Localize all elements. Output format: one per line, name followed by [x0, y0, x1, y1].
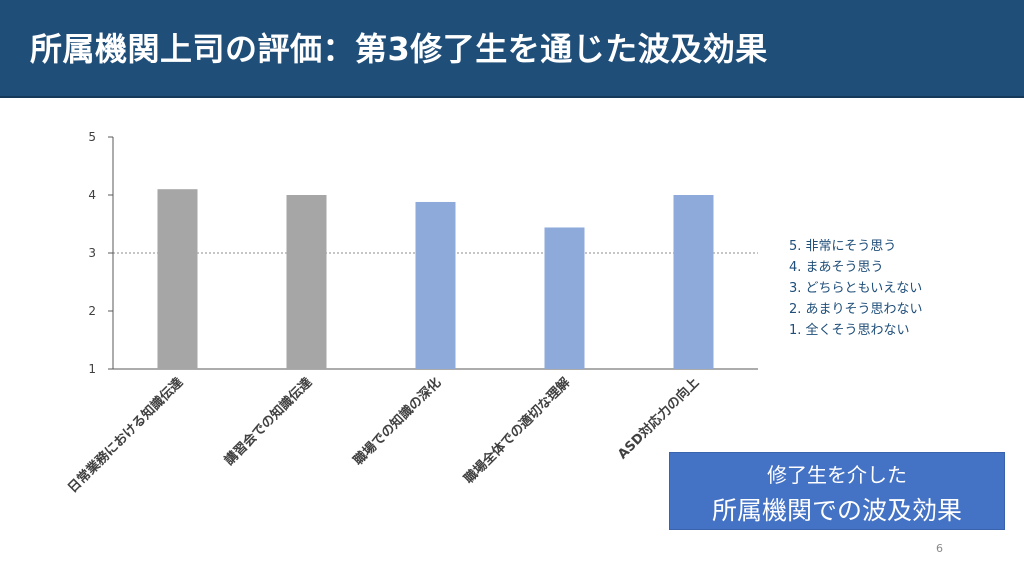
bar — [415, 201, 456, 369]
callout-subtitle: 修了生を介した — [767, 463, 907, 487]
bar — [286, 195, 327, 369]
x-category-label: 職場全体での適切な理解 — [461, 375, 573, 487]
rating-legend: 5. 非常にそう思う 4. まあそう思う 3. どちらともいえない 2. あまり… — [789, 236, 923, 341]
x-category-label: ASD対応力の向上 — [614, 375, 702, 463]
page-number: 6 — [936, 542, 943, 555]
y-tick-label: 2 — [88, 304, 96, 318]
summary-callout-box: 修了生を介した 所属機関での波及効果 — [669, 452, 1005, 530]
legend-item: 4. まあそう思う — [789, 260, 884, 275]
slide-title: 所属機関上司の評価：第3修了生を通じた波及効果 — [30, 30, 768, 68]
y-tick-label: 1 — [88, 362, 96, 376]
x-category-label: 講習会での知識伝達 — [221, 375, 315, 469]
legend-item: 1. 全くそう思わない — [789, 323, 910, 338]
legend-item: 5. 非常にそう思う — [789, 239, 897, 254]
legend-item: 3. どちらともいえない — [789, 281, 923, 296]
bar — [157, 189, 198, 369]
bar — [544, 227, 585, 369]
x-category-label: 職場での知識の深化 — [350, 375, 444, 469]
callout-title: 所属機関での波及効果 — [711, 496, 962, 525]
y-tick-label: 4 — [88, 188, 96, 202]
legend-item: 2. あまりそう思わない — [789, 302, 923, 317]
bar — [673, 195, 714, 369]
bar-chart: 1 2 3 4 5 日常業務における知識伝達 講習会での知識伝達 職場での知識の深化 職場全体で… — [65, 130, 758, 497]
title-bar: 所属機関上司の評価：第3修了生を通じた波及効果 — [0, 0, 1024, 98]
x-category-label: 日常業務における知識伝達 — [65, 375, 187, 497]
y-tick-label: 5 — [88, 130, 96, 144]
y-tick-label: 3 — [88, 246, 96, 260]
